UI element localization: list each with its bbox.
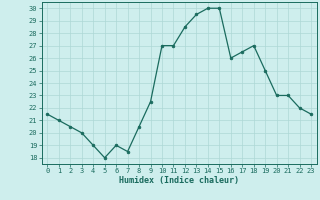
X-axis label: Humidex (Indice chaleur): Humidex (Indice chaleur) bbox=[119, 176, 239, 185]
